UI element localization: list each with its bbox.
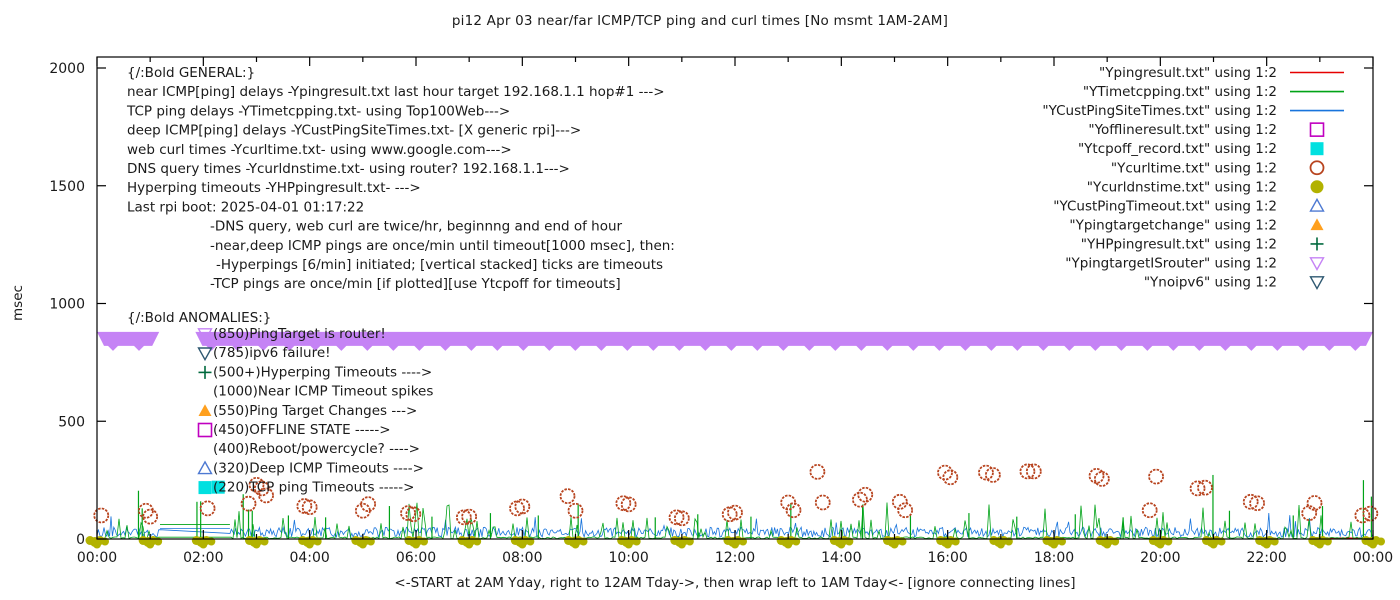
svg-text:deep ICMP[ping] delays -YCustP: deep ICMP[ping] delays -YCustPingSiteTim… bbox=[127, 123, 581, 139]
svg-text:1000: 1000 bbox=[49, 297, 85, 313]
svg-text:"Yofflineresult.txt" using 1:2: "Yofflineresult.txt" using 1:2 bbox=[1088, 122, 1277, 138]
svg-text:0: 0 bbox=[76, 532, 85, 548]
plot-border-and-ticks: 0 500 1000 1500 2000 00:00 02:00 04:00 06:00 08:0… bbox=[49, 56, 1393, 566]
svg-text:(1000)Near ICMP Timeout spikes: (1000)Near ICMP Timeout spikes bbox=[213, 384, 433, 400]
svg-text:1500: 1500 bbox=[49, 179, 85, 195]
svg-text:"YCustPingSiteTimes.txt" using: "YCustPingSiteTimes.txt" using 1:2 bbox=[1042, 103, 1277, 119]
series-ycurltime-web-curl bbox=[93, 463, 1379, 527]
svg-text:"YHPpingresult.txt" using 1:2: "YHPpingresult.txt" using 1:2 bbox=[1081, 236, 1277, 252]
svg-text:500: 500 bbox=[58, 414, 85, 430]
svg-text:{/:Bold ANOMALIES:}: {/:Bold ANOMALIES:} bbox=[127, 310, 271, 326]
router-band-ypingtargetisrouter bbox=[97, 331, 1373, 351]
x-axis-label: <-START at 2AM Yday, right to 12AM Tday-… bbox=[394, 575, 1076, 591]
svg-text:-near,deep ICMP pings are once: -near,deep ICMP pings are once/min until… bbox=[210, 238, 675, 254]
svg-text:"Ytcpoff_record.txt" using 1:2: "Ytcpoff_record.txt" using 1:2 bbox=[1078, 141, 1277, 157]
svg-text:(220)TCP ping Timeouts ----->: (220)TCP ping Timeouts -----> bbox=[213, 480, 415, 496]
svg-text:12:00: 12:00 bbox=[715, 550, 755, 566]
annotation-general: {/:Bold GENERAL:} near ICMP[ping] delays … bbox=[126, 65, 675, 292]
svg-text:Last rpi boot: 2025-04-01 01:1: Last rpi boot: 2025-04-01 01:17:22 bbox=[127, 199, 364, 215]
svg-text:"YCustPingTimeout.txt" using 1: "YCustPingTimeout.txt" using 1:2 bbox=[1053, 198, 1277, 214]
svg-text:16:00: 16:00 bbox=[927, 550, 967, 566]
svg-text:-Hyperpings [6/min] initiated;: -Hyperpings [6/min] initiated; [vertical… bbox=[216, 257, 663, 273]
svg-text:-TCP pings are once/min [if pl: -TCP pings are once/min [if plotted][use… bbox=[210, 276, 621, 292]
svg-text:DNS query times -Ycurldnstime.: DNS query times -Ycurldnstime.txt- using… bbox=[127, 161, 570, 177]
svg-text:"Ycurltime.txt" using 1:2: "Ycurltime.txt" using 1:2 bbox=[1111, 160, 1277, 176]
svg-text:(785)ipv6 failure!: (785)ipv6 failure! bbox=[213, 345, 331, 361]
svg-text:00:00: 00:00 bbox=[1353, 550, 1393, 566]
series-event-markers bbox=[211, 480, 225, 494]
svg-text:{/:Bold GENERAL:}: {/:Bold GENERAL:} bbox=[127, 65, 255, 81]
svg-text:(450)OFFLINE STATE ----->: (450)OFFLINE STATE -----> bbox=[213, 422, 391, 438]
svg-text:"Ynoipv6" using 1:2: "Ynoipv6" using 1:2 bbox=[1144, 275, 1277, 291]
svg-text:"Ypingresult.txt" using 1:2: "Ypingresult.txt" using 1:2 bbox=[1099, 65, 1277, 81]
legend: "Ypingresult.txt" using 1:2 "YTimetcpping… bbox=[1042, 65, 1344, 291]
svg-text:2000: 2000 bbox=[49, 61, 85, 77]
chart-title: pi12 Apr 03 near/far ICMP/TCP ping and c… bbox=[451, 13, 949, 29]
svg-text:08:00: 08:00 bbox=[502, 550, 542, 566]
svg-text:(400)Reboot/powercycle? ---->: (400)Reboot/powercycle? ----> bbox=[213, 441, 420, 457]
svg-text:04:00: 04:00 bbox=[289, 550, 329, 566]
svg-text:(500+)Hyperping Timeouts ---->: (500+)Hyperping Timeouts ----> bbox=[213, 364, 432, 380]
svg-text:web curl times -Ycurltime.txt-: web curl times -Ycurltime.txt- using www… bbox=[127, 142, 512, 158]
svg-text:10:00: 10:00 bbox=[608, 550, 648, 566]
series-ycustpingsitetimes-deep-icmp bbox=[96, 512, 1373, 539]
svg-text:06:00: 06:00 bbox=[396, 550, 436, 566]
annotation-anomalies: {/:Bold ANOMALIES:}(850)PingTarget is ro… bbox=[127, 310, 433, 496]
svg-text:00:00: 00:00 bbox=[77, 550, 117, 566]
svg-text:"Ycurldnstime.txt" using 1:2: "Ycurldnstime.txt" using 1:2 bbox=[1087, 179, 1277, 195]
svg-text:(850)PingTarget is router!: (850)PingTarget is router! bbox=[213, 326, 386, 342]
svg-text:TCP ping delays -YTimetcpping.: TCP ping delays -YTimetcpping.txt- using… bbox=[126, 103, 510, 119]
svg-text:(550)Ping Target Changes --->: (550)Ping Target Changes ---> bbox=[213, 403, 417, 419]
svg-text:"YpingtargetISrouter" using 1:: "YpingtargetISrouter" using 1:2 bbox=[1065, 256, 1277, 272]
svg-text:-DNS query, web curl are twice: -DNS query, web curl are twice/hr, begin… bbox=[210, 219, 623, 235]
svg-text:18:00: 18:00 bbox=[1034, 550, 1074, 566]
svg-text:(320)Deep ICMP Timeouts ---->: (320)Deep ICMP Timeouts ----> bbox=[213, 460, 424, 476]
svg-text:14:00: 14:00 bbox=[821, 550, 861, 566]
svg-text:"Ypingtargetchange" using 1:2: "Ypingtargetchange" using 1:2 bbox=[1069, 217, 1277, 233]
svg-text:20:00: 20:00 bbox=[1140, 550, 1180, 566]
svg-text:02:00: 02:00 bbox=[183, 550, 223, 566]
svg-text:near ICMP[ping] delays -Ypingr: near ICMP[ping] delays -Ypingresult.txt … bbox=[127, 84, 665, 100]
svg-text:"YTimetcpping.txt" using 1:2: "YTimetcpping.txt" using 1:2 bbox=[1083, 84, 1277, 100]
svg-text:Hyperping timeouts -YHPpingres: Hyperping timeouts -YHPpingresult.txt- -… bbox=[127, 180, 421, 196]
svg-text:22:00: 22:00 bbox=[1246, 550, 1286, 566]
